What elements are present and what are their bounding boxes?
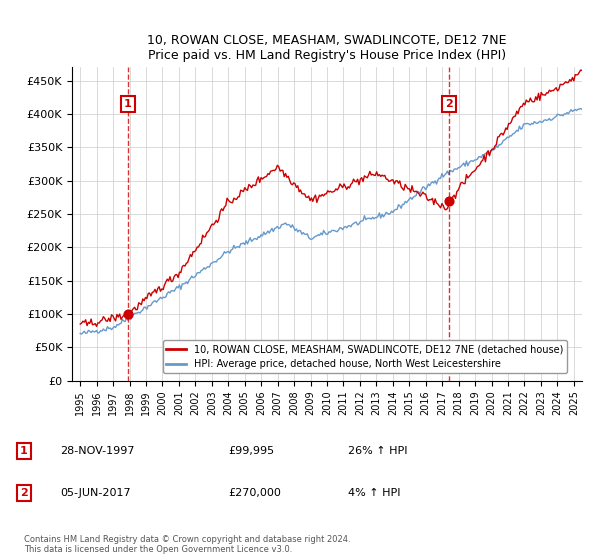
Text: 2: 2 — [445, 99, 453, 109]
Text: 28-NOV-1997: 28-NOV-1997 — [60, 446, 134, 456]
Text: 1: 1 — [124, 99, 132, 109]
Text: 26% ↑ HPI: 26% ↑ HPI — [348, 446, 407, 456]
Legend: 10, ROWAN CLOSE, MEASHAM, SWADLINCOTE, DE12 7NE (detached house), HPI: Average p: 10, ROWAN CLOSE, MEASHAM, SWADLINCOTE, D… — [163, 340, 567, 373]
Text: 1: 1 — [20, 446, 28, 456]
Text: 05-JUN-2017: 05-JUN-2017 — [60, 488, 131, 498]
Title: 10, ROWAN CLOSE, MEASHAM, SWADLINCOTE, DE12 7NE
Price paid vs. HM Land Registry': 10, ROWAN CLOSE, MEASHAM, SWADLINCOTE, D… — [147, 34, 507, 62]
Text: £99,995: £99,995 — [228, 446, 274, 456]
Point — [123, 310, 133, 319]
Text: Contains HM Land Registry data © Crown copyright and database right 2024.
This d: Contains HM Land Registry data © Crown c… — [24, 535, 350, 554]
Text: 2: 2 — [20, 488, 28, 498]
Text: 4% ↑ HPI: 4% ↑ HPI — [348, 488, 401, 498]
Point — [445, 196, 454, 205]
Text: £270,000: £270,000 — [228, 488, 281, 498]
